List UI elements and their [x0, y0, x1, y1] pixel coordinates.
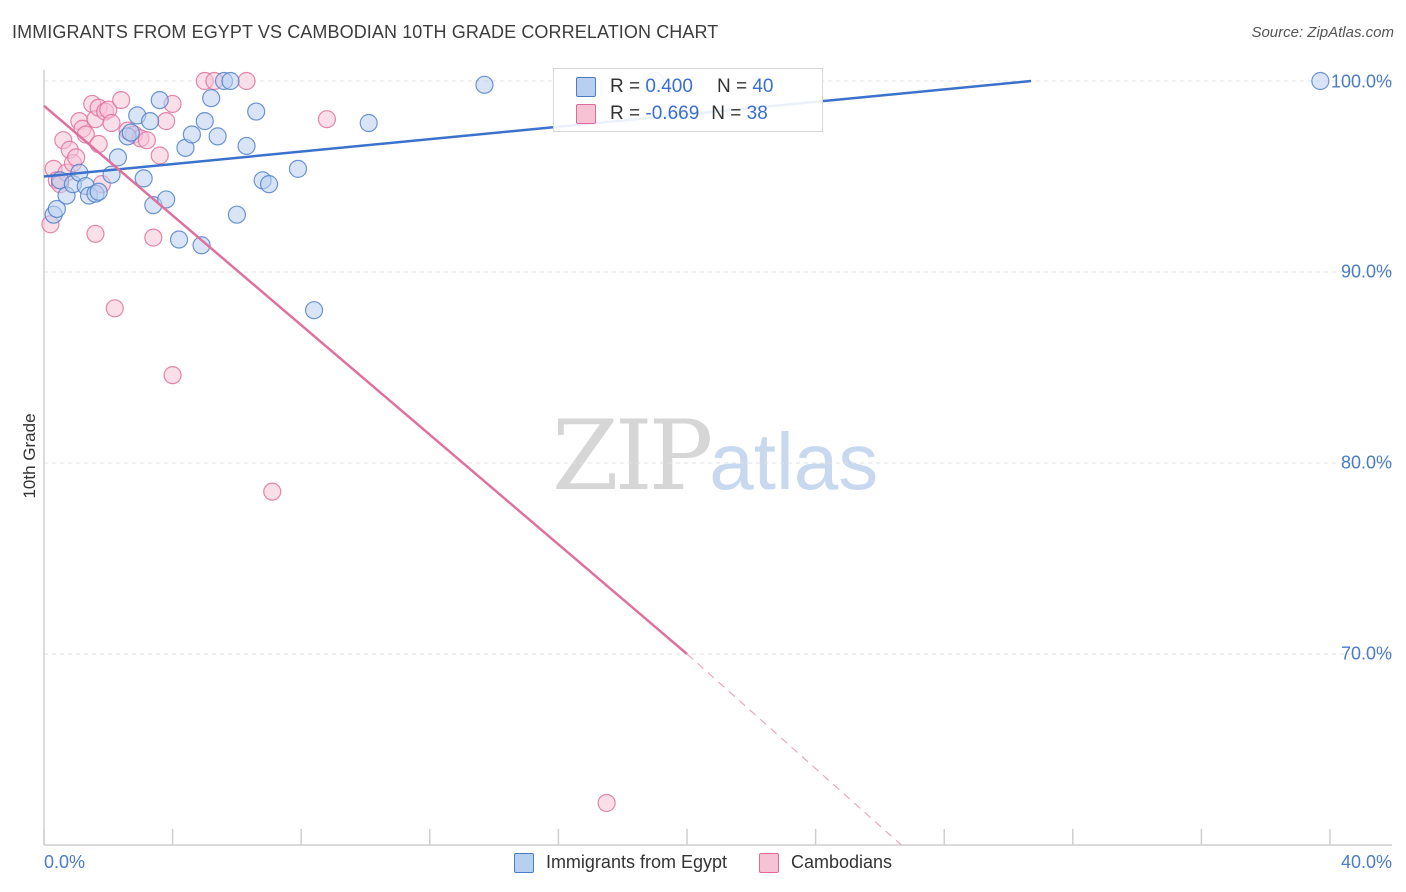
series-label-cambodians: Cambodians	[790, 852, 893, 872]
source-label: Source: ZipAtlas.com	[1251, 24, 1394, 41]
y-tick-label-90: 90.0%	[1340, 261, 1392, 282]
egypt-point-29	[227, 205, 246, 224]
cambodians-point-20	[102, 113, 121, 133]
egypt-point-36	[359, 113, 378, 133]
cambodians-point-16	[86, 224, 105, 243]
chart-title: IMMIGRANTS FROM EGYPT VS CAMBODIAN 10TH …	[12, 22, 719, 42]
cambodians-point-22	[112, 90, 131, 110]
y-tick-label-100: 100.0%	[1330, 71, 1392, 92]
series-swatch-cambodians	[758, 852, 779, 873]
egypt-trend-line	[43, 79, 1032, 178]
egypt-point-23	[192, 236, 211, 255]
legend-row-blue: R = 0.400 N = 40	[576, 75, 773, 99]
legend-pink-r-label: R =	[610, 103, 641, 124]
legend-blue-r-value: 0.400	[645, 76, 693, 97]
egypt-point-20	[169, 230, 189, 249]
cambodians-point-31	[163, 366, 182, 385]
legend-row-pink: R = -0.669 N = 38	[576, 102, 768, 126]
egypt-point-24	[195, 112, 214, 131]
cambodians-point-37	[597, 793, 616, 813]
watermark-atlas: atlas	[709, 417, 879, 506]
egypt-point-31	[247, 102, 266, 121]
series-legend: Immigrants from Egypt Cambodians	[0, 852, 1406, 873]
series-legend-cambodians[interactable]: Cambodians	[758, 852, 893, 873]
cambodians-point-29	[157, 112, 176, 131]
egypt-point-11	[108, 148, 128, 167]
egypt-point-1	[47, 199, 66, 219]
egypt-point-13	[121, 123, 140, 142]
cambodians-point-28	[150, 146, 169, 165]
series-label-egypt: Immigrants from Egypt	[545, 852, 727, 872]
cambodians-trend-line	[43, 104, 688, 655]
egypt-point-19	[157, 190, 176, 209]
egypt-point-33	[259, 175, 279, 194]
egypt-point-28	[221, 71, 240, 91]
egypt-point-16	[140, 112, 160, 131]
cambodians-point-27	[144, 228, 163, 247]
egypt-point-35	[304, 301, 324, 320]
legend-blue-n-value: 40	[752, 76, 774, 97]
egypt-point-34	[288, 159, 308, 178]
cambodians-point-21	[105, 299, 124, 318]
egypt-point-26	[208, 127, 227, 146]
series-swatch-egypt	[513, 852, 534, 873]
y-axis-label: 10th Grade	[20, 413, 39, 499]
watermark-zip: ZIP	[552, 400, 713, 512]
x-tick-label-max: 40.0%	[1340, 852, 1392, 872]
cambodians-point-36	[317, 110, 337, 129]
cambodians-trend-extension	[686, 653, 902, 846]
legend-swatch-blue	[576, 77, 596, 97]
watermark: ZIPatlas	[552, 400, 878, 512]
cambodians-point-14	[89, 134, 108, 154]
egypt-point-39	[1311, 71, 1330, 91]
cambodians-point-26	[137, 131, 156, 150]
x-tick-label-min: 0.0%	[44, 852, 86, 872]
egypt-point-18	[150, 90, 169, 110]
legend-swatch-pink	[576, 104, 596, 124]
y-tick-label-80: 80.0%	[1340, 452, 1392, 473]
legend-pink-n-value: 38	[746, 103, 768, 124]
series-legend-egypt[interactable]: Immigrants from Egypt	[513, 852, 727, 873]
egypt-point-9	[89, 182, 108, 201]
egypt-point-30	[237, 136, 256, 156]
legend-pink-n-label: N =	[711, 103, 742, 124]
cambodians-point-35	[263, 482, 282, 501]
legend-blue-r-label: R =	[610, 76, 641, 97]
y-tick-label-70: 70.0%	[1340, 643, 1392, 664]
legend-blue-n-label: N =	[716, 76, 748, 97]
egypt-point-37	[475, 75, 494, 94]
egypt-point-22	[182, 125, 201, 144]
correlation-legend: R = 0.400 N = 40 R = -0.669 N = 38	[553, 68, 823, 132]
egypt-point-15	[134, 169, 153, 188]
cambodians-point-8	[67, 148, 86, 167]
egypt-point-25	[202, 89, 221, 108]
cambodians-point-34	[237, 71, 256, 91]
legend-pink-r-value: -0.669	[645, 103, 700, 124]
